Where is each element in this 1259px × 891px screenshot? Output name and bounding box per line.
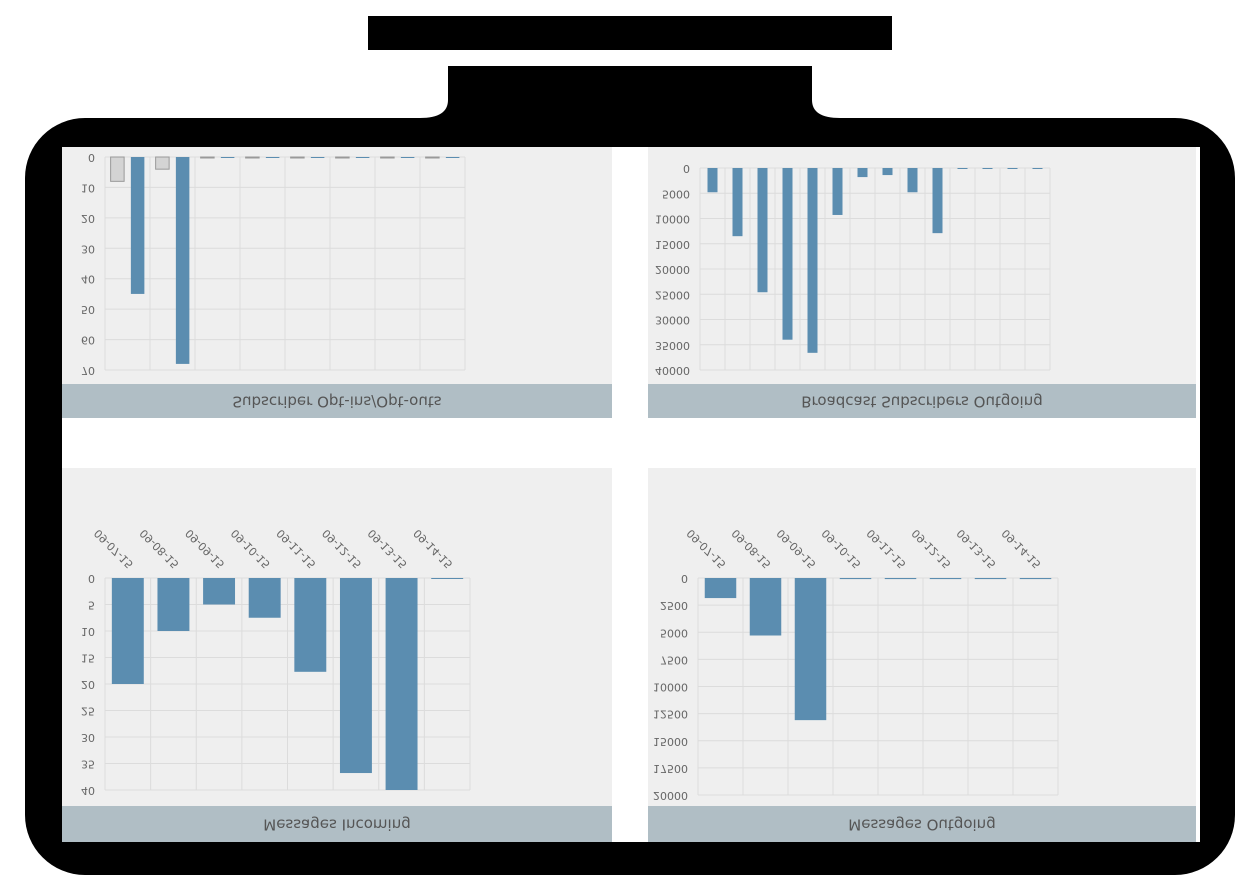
- panel: [62, 468, 612, 842]
- y-tick-label: 40000: [655, 364, 690, 377]
- y-tick-label: 0: [681, 572, 688, 585]
- bar: [807, 168, 818, 353]
- bar: [929, 578, 962, 580]
- bar: [335, 156, 350, 159]
- bar: [203, 578, 236, 605]
- bar: [425, 156, 440, 159]
- y-tick-label: 10000: [655, 213, 690, 226]
- chart-title: Messages Incoming: [263, 816, 411, 834]
- title-bar: [648, 806, 1196, 842]
- title-bar: [62, 384, 612, 418]
- y-tick-label: 25: [81, 705, 95, 718]
- y-tick-label: 20000: [655, 263, 690, 276]
- y-tick-label: 50: [81, 303, 95, 316]
- top-bar: [368, 16, 892, 50]
- bar: [290, 156, 305, 159]
- bar: [385, 578, 418, 790]
- bar: [794, 578, 827, 721]
- bar: [339, 578, 372, 774]
- bar: [957, 168, 968, 169]
- bar: [157, 578, 190, 631]
- bar: [220, 157, 235, 158]
- bar: [294, 578, 327, 672]
- title-bar: [648, 384, 1196, 418]
- bar: [1032, 168, 1043, 169]
- y-tick-label: 0: [683, 162, 690, 175]
- y-tick-label: 2500: [660, 599, 688, 612]
- bar: [155, 156, 170, 170]
- bar: [431, 578, 464, 579]
- bar: [704, 578, 737, 599]
- bar: [974, 578, 1007, 580]
- y-tick-label: 35: [81, 758, 95, 771]
- bar: [445, 157, 460, 158]
- chart-title: Messages Outgoing: [848, 816, 995, 834]
- bar: [1019, 578, 1052, 580]
- panel: [648, 147, 1196, 418]
- y-tick-label: 30000: [655, 314, 690, 327]
- bar: [882, 168, 893, 176]
- bar: [110, 156, 125, 182]
- chart-title: Subscriber Opt-ins/Opt-outs: [232, 393, 441, 411]
- y-tick-label: 7500: [660, 653, 688, 666]
- y-tick-label: 70: [81, 364, 95, 377]
- y-tick-label: 0: [88, 572, 95, 585]
- bar: [932, 168, 943, 234]
- bar: [111, 578, 144, 684]
- bar: [245, 156, 260, 159]
- bar: [265, 157, 280, 158]
- y-tick-label: 10: [81, 181, 95, 194]
- y-tick-label: 10000: [653, 681, 688, 694]
- bar: [782, 168, 793, 340]
- bar: [832, 168, 843, 215]
- y-tick-label: 35000: [655, 339, 690, 352]
- y-tick-label: 30: [81, 731, 95, 744]
- bar: [1007, 168, 1018, 169]
- bar: [749, 578, 782, 636]
- bar: [839, 578, 872, 580]
- bar: [200, 156, 215, 159]
- y-tick-label: 10: [81, 625, 95, 638]
- tab: [420, 66, 840, 118]
- bar: [707, 168, 718, 193]
- bar: [732, 168, 743, 237]
- bar: [857, 168, 868, 178]
- bar: [130, 157, 145, 294]
- bar: [757, 168, 768, 293]
- y-tick-label: 5000: [662, 187, 690, 200]
- bar: [982, 168, 993, 169]
- chart-title: Broadcast Subscribers Outgoing: [801, 393, 1042, 411]
- y-tick-label: 15000: [653, 735, 688, 748]
- y-tick-label: 12500: [653, 708, 688, 721]
- y-tick-label: 20: [81, 212, 95, 225]
- bar: [310, 157, 325, 158]
- y-tick-label: 15000: [655, 238, 690, 251]
- title-bar: [62, 806, 612, 842]
- y-tick-label: 60: [81, 334, 95, 347]
- bar: [175, 157, 190, 364]
- bar: [907, 168, 918, 193]
- bar: [355, 157, 370, 158]
- bar: [380, 156, 395, 159]
- y-tick-label: 20000: [653, 789, 688, 802]
- y-tick-label: 20: [81, 678, 95, 691]
- y-tick-label: 40: [81, 784, 95, 797]
- y-tick-label: 5000: [660, 626, 688, 639]
- panel: [62, 147, 612, 418]
- y-tick-label: 40: [81, 273, 95, 286]
- y-tick-label: 0: [88, 151, 95, 164]
- bar: [248, 578, 281, 618]
- panel: [648, 468, 1196, 842]
- bar: [400, 157, 415, 158]
- y-tick-label: 17500: [653, 762, 688, 775]
- y-tick-label: 15: [81, 652, 95, 665]
- y-tick-label: 30: [81, 242, 95, 255]
- y-tick-label: 25000: [655, 288, 690, 301]
- bar: [884, 578, 917, 580]
- y-tick-label: 5: [88, 599, 95, 612]
